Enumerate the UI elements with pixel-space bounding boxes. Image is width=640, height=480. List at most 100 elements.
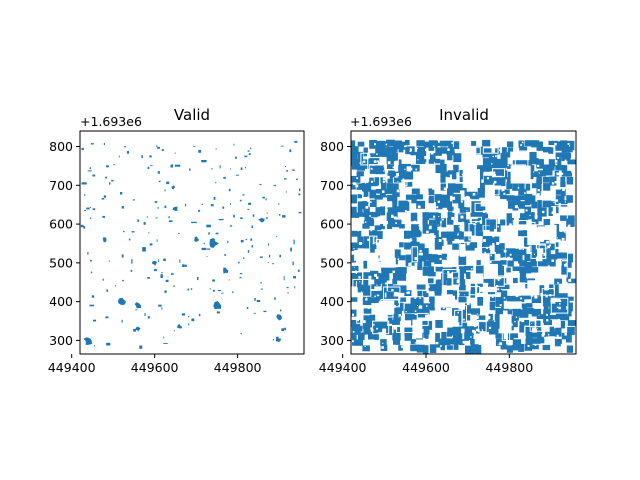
polygon-mark <box>525 183 531 191</box>
polygon-mark <box>274 297 276 300</box>
polygon-hole <box>369 215 371 217</box>
polygon-mark <box>460 278 466 286</box>
polygon-mark <box>434 291 442 300</box>
polygon-hole <box>381 203 385 207</box>
polygon-hole <box>407 291 410 294</box>
polygon-hole <box>541 302 544 305</box>
polygon-mark <box>567 278 576 284</box>
polygon-hole <box>385 282 388 285</box>
axes-frame-invalid <box>350 130 577 355</box>
polygon-mark <box>554 223 559 234</box>
polygon-mark <box>280 145 284 147</box>
polygon-mark <box>405 182 413 187</box>
polygon-mark <box>215 232 219 235</box>
polygon-mark <box>380 224 385 230</box>
polygon-mark <box>387 194 395 202</box>
polygon-hole <box>444 323 448 327</box>
polygon-mark <box>393 315 401 322</box>
polygon-mark <box>417 147 427 156</box>
polygon-hole <box>369 201 372 203</box>
polygon-hole <box>561 172 564 175</box>
polygon-mark <box>254 298 256 301</box>
polygon-mark <box>495 338 504 346</box>
polygon-hole <box>367 306 370 309</box>
polygon-hole <box>521 319 525 323</box>
x-tick-label: 449800 <box>485 360 533 375</box>
polygon-hole <box>565 211 567 213</box>
polygon-mark <box>356 278 362 288</box>
polygon-mark <box>537 207 547 217</box>
polygon-mark <box>435 320 443 328</box>
polygon-hole <box>469 340 470 341</box>
polygon-mark <box>561 332 570 340</box>
polygon-mark <box>272 339 274 341</box>
polygon-mark <box>106 289 109 292</box>
polygon-mark <box>440 176 446 183</box>
polygon-hole <box>499 304 502 307</box>
polygon-mark <box>458 313 464 323</box>
polygon-mark <box>538 170 546 177</box>
polygon-mark <box>495 158 503 168</box>
polygon-mark <box>269 254 271 258</box>
polygon-hole <box>530 294 533 297</box>
polygon-mark <box>435 279 442 286</box>
polygon-hole <box>458 162 460 165</box>
polygon-hole <box>387 235 389 237</box>
polygon-mark <box>518 248 527 256</box>
polygon-hole <box>489 261 492 264</box>
polygon-hole <box>503 227 507 231</box>
polygon-mark <box>392 200 398 210</box>
polygon-mark <box>548 147 554 154</box>
polygon-hole <box>543 275 546 278</box>
y-tick-label: 600 <box>320 217 344 232</box>
polygon-hole <box>405 145 408 147</box>
polygon-mark <box>542 200 552 208</box>
polygon-mark <box>537 183 542 192</box>
polygon-hole <box>355 184 359 188</box>
polygon-mark <box>549 303 557 312</box>
polygon-hole <box>491 163 493 165</box>
polygon-mark <box>464 332 474 341</box>
polygon-hole <box>562 188 565 192</box>
polygon-mark <box>543 183 551 191</box>
polygon-mark <box>501 147 507 156</box>
polygon-mark <box>434 284 442 294</box>
polygon-mark <box>489 302 496 311</box>
polygon-mark <box>411 315 417 320</box>
polygon-mark <box>386 153 395 162</box>
polygon-mark <box>258 219 262 221</box>
polygon-hole <box>413 143 415 146</box>
polygon-mark <box>452 333 463 341</box>
polygon-mark <box>411 260 417 266</box>
polygon-hole <box>545 295 548 298</box>
polygon-hole <box>542 210 545 214</box>
polygon-hole <box>482 147 499 154</box>
polygon-mark <box>525 338 533 348</box>
polygon-mark <box>447 236 453 245</box>
polygon-mark <box>567 327 575 336</box>
polygon-hole <box>358 276 361 279</box>
polygon-hole <box>434 278 437 281</box>
polygon-mark <box>524 319 530 326</box>
polygon-mark <box>452 337 462 345</box>
polygon-mark <box>221 292 224 294</box>
polygon-hole <box>411 293 414 295</box>
polygon-mark <box>374 321 383 331</box>
polygon-mark <box>170 164 174 168</box>
polygon-mark <box>189 168 191 171</box>
polygon-mark <box>452 308 459 316</box>
x-tick-label: 449400 <box>48 360 96 375</box>
polygon-mark <box>452 194 461 204</box>
polygon-mark <box>566 195 573 203</box>
polygon-hole <box>419 297 421 299</box>
polygon-mark <box>410 344 420 352</box>
polygon-mark <box>351 140 356 148</box>
polygon-mark <box>375 212 381 217</box>
polygon-hole <box>382 242 384 244</box>
polygon-hole <box>545 339 548 342</box>
polygon-mark <box>470 339 475 345</box>
polygon-hole <box>461 244 463 247</box>
polygon-mark <box>380 206 386 216</box>
polygon-hole <box>448 262 450 265</box>
polygon-hole <box>383 166 385 168</box>
